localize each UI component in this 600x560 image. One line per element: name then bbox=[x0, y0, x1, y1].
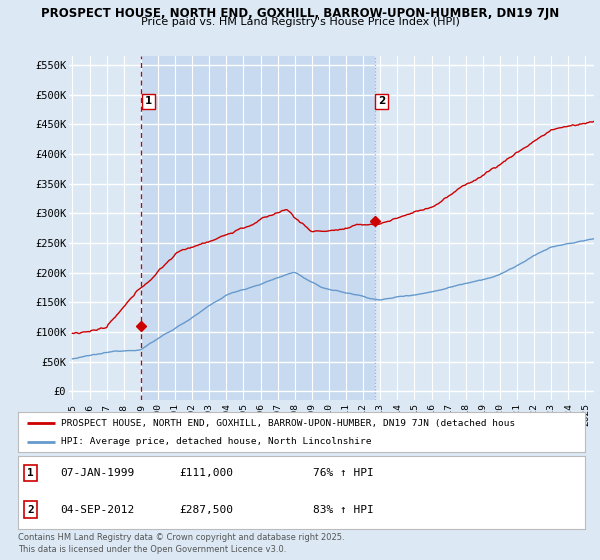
Text: Contains HM Land Registry data © Crown copyright and database right 2025.
This d: Contains HM Land Registry data © Crown c… bbox=[18, 533, 344, 554]
Text: 2: 2 bbox=[27, 505, 34, 515]
Bar bbox=[142, 56, 374, 400]
Text: £111,000: £111,000 bbox=[179, 468, 233, 478]
Text: PROSPECT HOUSE, NORTH END, GOXHILL, BARROW-UPON-HUMBER, DN19 7JN: PROSPECT HOUSE, NORTH END, GOXHILL, BARR… bbox=[41, 7, 559, 20]
Text: Price paid vs. HM Land Registry's House Price Index (HPI): Price paid vs. HM Land Registry's House … bbox=[140, 17, 460, 27]
Text: 83% ↑ HPI: 83% ↑ HPI bbox=[313, 505, 374, 515]
Text: 76% ↑ HPI: 76% ↑ HPI bbox=[313, 468, 374, 478]
Text: 1: 1 bbox=[145, 96, 152, 106]
Text: 1: 1 bbox=[27, 468, 34, 478]
Text: 07-JAN-1999: 07-JAN-1999 bbox=[61, 468, 135, 478]
Text: £287,500: £287,500 bbox=[179, 505, 233, 515]
Text: 2: 2 bbox=[378, 96, 385, 106]
Text: HPI: Average price, detached house, North Lincolnshire: HPI: Average price, detached house, Nort… bbox=[61, 437, 371, 446]
Text: 04-SEP-2012: 04-SEP-2012 bbox=[61, 505, 135, 515]
Text: PROSPECT HOUSE, NORTH END, GOXHILL, BARROW-UPON-HUMBER, DN19 7JN (detached hous: PROSPECT HOUSE, NORTH END, GOXHILL, BARR… bbox=[61, 418, 515, 427]
